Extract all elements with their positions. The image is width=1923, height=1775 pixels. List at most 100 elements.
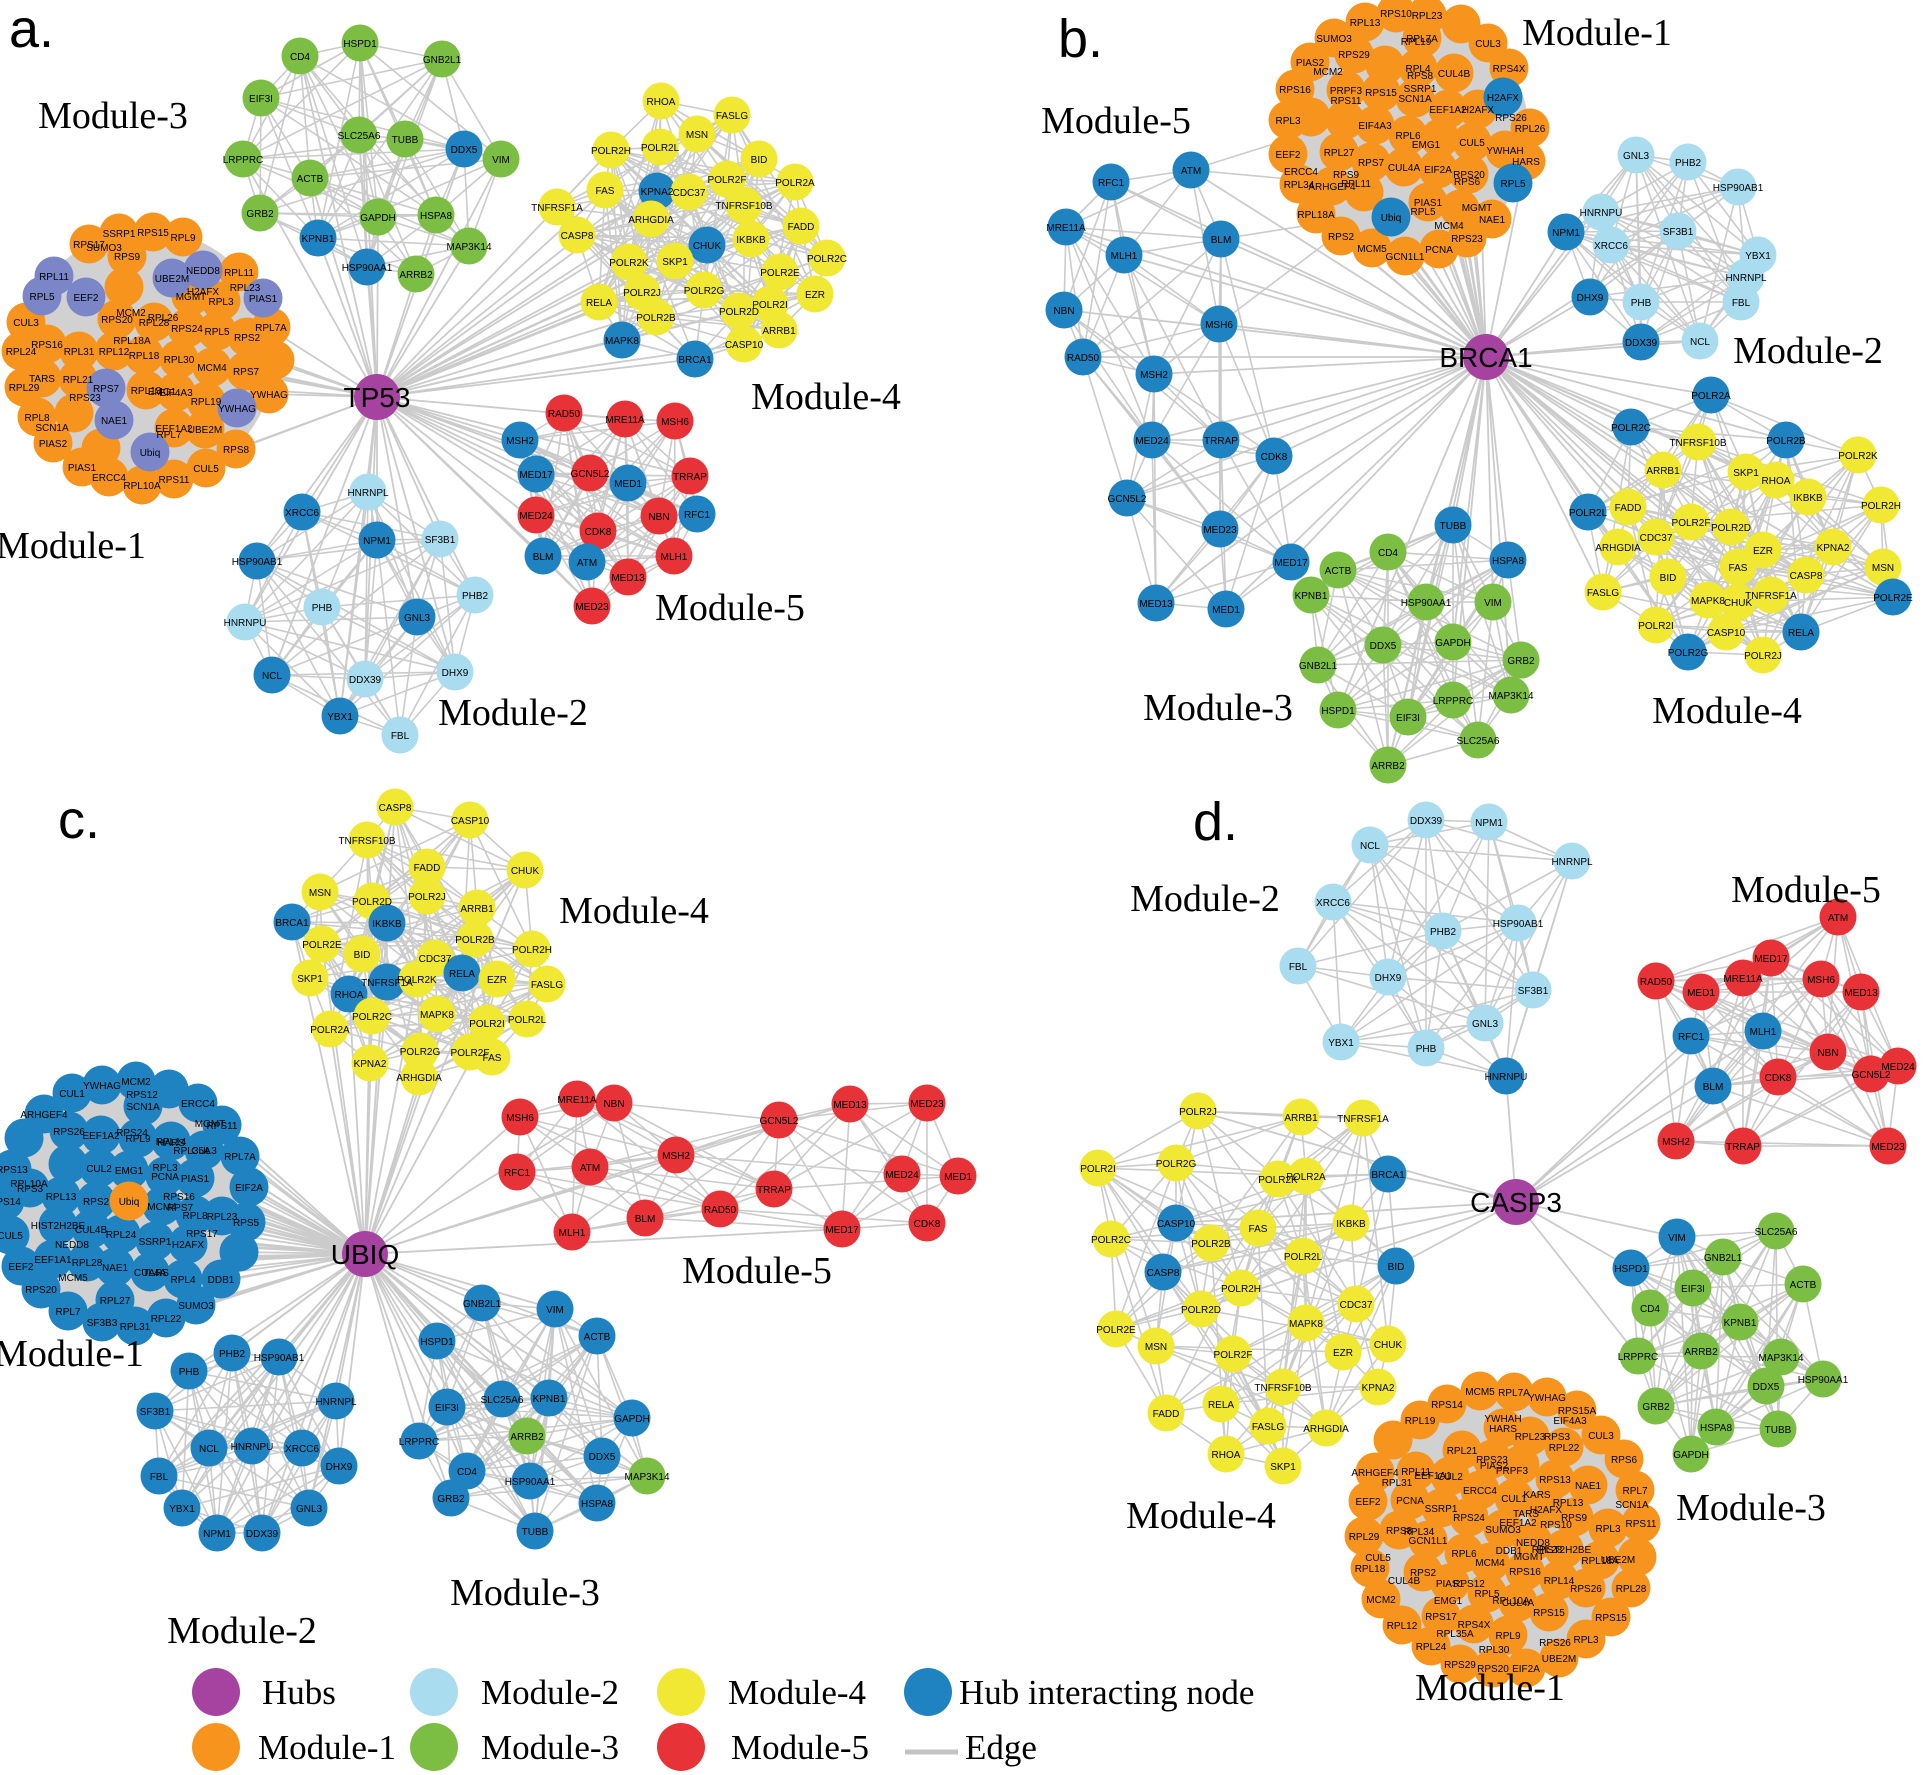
svg-text:RPS10: RPS10 xyxy=(1380,9,1412,20)
svg-text:EZR: EZR xyxy=(1753,546,1773,557)
svg-text:POLR2J: POLR2J xyxy=(408,892,446,903)
svg-text:RPL28: RPL28 xyxy=(72,1258,103,1269)
svg-text:ARRB1: ARRB1 xyxy=(460,904,494,915)
svg-text:PIAS1: PIAS1 xyxy=(181,1174,210,1185)
svg-text:POLR2H: POLR2H xyxy=(1221,1284,1261,1295)
svg-text:RPS7: RPS7 xyxy=(93,384,120,395)
svg-text:POLR2I: POLR2I xyxy=(752,300,788,311)
svg-text:RHOA: RHOA xyxy=(647,97,676,108)
svg-text:SCN1A: SCN1A xyxy=(35,423,69,434)
svg-text:MSH6: MSH6 xyxy=(1807,975,1835,986)
svg-text:PHB2: PHB2 xyxy=(462,591,489,602)
svg-text:POLR2H: POLR2H xyxy=(512,945,552,956)
svg-text:RPS26: RPS26 xyxy=(1570,1584,1602,1595)
svg-text:Module-4: Module-4 xyxy=(1126,1495,1276,1537)
svg-text:RPL5: RPL5 xyxy=(1500,179,1525,190)
svg-text:HNRNPL: HNRNPL xyxy=(315,1397,357,1408)
svg-text:DDX39: DDX39 xyxy=(1625,338,1658,349)
svg-text:YBX1: YBX1 xyxy=(327,712,353,723)
svg-text:XRCC6: XRCC6 xyxy=(285,508,319,519)
svg-text:PCNA: PCNA xyxy=(151,1172,179,1183)
svg-text:CUL5: CUL5 xyxy=(193,464,219,475)
svg-text:RPL9: RPL9 xyxy=(125,1134,150,1145)
svg-text:YWHAH: YWHAH xyxy=(1486,146,1523,157)
svg-text:RPL8: RPL8 xyxy=(182,1211,207,1222)
svg-text:YWHAG: YWHAG xyxy=(83,1081,121,1092)
svg-text:MCM5: MCM5 xyxy=(58,1273,88,1284)
svg-text:c.: c. xyxy=(58,790,100,850)
svg-text:MSH2: MSH2 xyxy=(506,436,534,447)
svg-text:GRB2: GRB2 xyxy=(1642,1402,1670,1413)
svg-text:RFC1: RFC1 xyxy=(1678,1032,1705,1043)
svg-text:RPL11: RPL11 xyxy=(224,268,254,279)
svg-text:POLR2D: POLR2D xyxy=(1711,523,1751,534)
svg-text:NAE1: NAE1 xyxy=(102,1263,129,1274)
svg-text:RELA: RELA xyxy=(586,298,612,309)
svg-text:PHB: PHB xyxy=(312,603,333,614)
svg-text:RPL18: RPL18 xyxy=(129,351,160,362)
svg-text:CDK8: CDK8 xyxy=(914,1219,941,1230)
svg-text:RPS7: RPS7 xyxy=(233,367,260,378)
svg-text:SKP1: SKP1 xyxy=(297,974,323,985)
svg-text:FASLG: FASLG xyxy=(716,111,748,122)
svg-text:MGMT: MGMT xyxy=(1462,203,1493,214)
svg-text:TNFRSF1A: TNFRSF1A xyxy=(361,978,413,989)
svg-text:MSH6: MSH6 xyxy=(506,1113,534,1124)
svg-text:DDX5: DDX5 xyxy=(1370,641,1397,652)
svg-text:HSP90AB1: HSP90AB1 xyxy=(1493,919,1544,930)
svg-text:CASP8: CASP8 xyxy=(379,803,412,814)
svg-text:GAPDH: GAPDH xyxy=(1435,638,1471,649)
svg-text:MCM5: MCM5 xyxy=(1465,1387,1495,1398)
svg-text:RPS16: RPS16 xyxy=(1279,85,1311,96)
svg-text:SLC25A6: SLC25A6 xyxy=(1755,1227,1798,1238)
svg-text:CUL4B: CUL4B xyxy=(1438,69,1471,80)
svg-text:BRCA1: BRCA1 xyxy=(678,355,712,366)
svg-text:POLR2D: POLR2D xyxy=(719,307,759,318)
svg-text:POLR2F: POLR2F xyxy=(1214,1350,1253,1361)
svg-text:RPL9: RPL9 xyxy=(1495,1631,1520,1642)
svg-text:EEF1A2: EEF1A2 xyxy=(1429,105,1467,116)
svg-text:GNB2L1: GNB2L1 xyxy=(1704,1253,1743,1264)
svg-text:CASP8: CASP8 xyxy=(1147,1268,1180,1279)
svg-text:POLR2C: POLR2C xyxy=(1611,423,1651,434)
svg-text:RPS20: RPS20 xyxy=(1477,1664,1509,1675)
svg-text:RPL31: RPL31 xyxy=(1382,1478,1413,1489)
svg-text:VIM: VIM xyxy=(1668,1233,1686,1244)
svg-text:Module-5: Module-5 xyxy=(1041,100,1191,142)
svg-text:POLR2A: POLR2A xyxy=(310,1025,350,1036)
svg-text:TNFRSF1A: TNFRSF1A xyxy=(1337,1114,1389,1125)
svg-text:NPM1: NPM1 xyxy=(1552,228,1580,239)
svg-text:H2AFX: H2AFX xyxy=(172,1240,205,1251)
svg-text:RPS10: RPS10 xyxy=(1540,1520,1572,1531)
svg-text:POLR2L: POLR2L xyxy=(508,1015,547,1026)
svg-text:HSP90AB1: HSP90AB1 xyxy=(1713,183,1764,194)
svg-text:RPS2: RPS2 xyxy=(1328,232,1355,243)
svg-text:DDX39: DDX39 xyxy=(349,675,382,686)
svg-text:FBL: FBL xyxy=(150,1472,169,1483)
svg-text:LRPPRC: LRPPRC xyxy=(399,1437,440,1448)
svg-text:a.: a. xyxy=(9,0,54,59)
svg-text:BLM: BLM xyxy=(1211,235,1232,246)
svg-text:MAPK8: MAPK8 xyxy=(1691,596,1725,607)
svg-text:HNRNPU: HNRNPU xyxy=(1580,208,1623,219)
svg-text:HSP90AA1: HSP90AA1 xyxy=(342,263,393,274)
svg-text:NCL: NCL xyxy=(199,1444,219,1455)
svg-text:MED23: MED23 xyxy=(1871,1142,1905,1153)
svg-text:RHOA: RHOA xyxy=(1212,1450,1241,1461)
svg-text:HSP90AA1: HSP90AA1 xyxy=(1401,598,1452,609)
svg-text:RPL3: RPL3 xyxy=(1573,1635,1598,1646)
svg-text:PCNA: PCNA xyxy=(1425,245,1453,256)
svg-text:CDC37: CDC37 xyxy=(419,954,452,965)
svg-text:HSPD1: HSPD1 xyxy=(420,1337,454,1348)
svg-text:ARRB1: ARRB1 xyxy=(762,326,796,337)
svg-text:H2AFX: H2AFX xyxy=(1530,1505,1563,1516)
svg-text:IKBKB: IKBKB xyxy=(1336,1219,1366,1230)
svg-text:RPL18A: RPL18A xyxy=(1581,1556,1619,1567)
svg-text:CUL3: CUL3 xyxy=(191,1146,217,1157)
svg-text:FAS: FAS xyxy=(596,186,615,197)
svg-text:ATM: ATM xyxy=(1181,166,1201,177)
svg-text:POLR2E: POLR2E xyxy=(1873,593,1913,604)
svg-text:BLM: BLM xyxy=(533,552,554,563)
svg-text:HSPA8: HSPA8 xyxy=(1700,1423,1732,1434)
svg-text:MED17: MED17 xyxy=(519,470,553,481)
